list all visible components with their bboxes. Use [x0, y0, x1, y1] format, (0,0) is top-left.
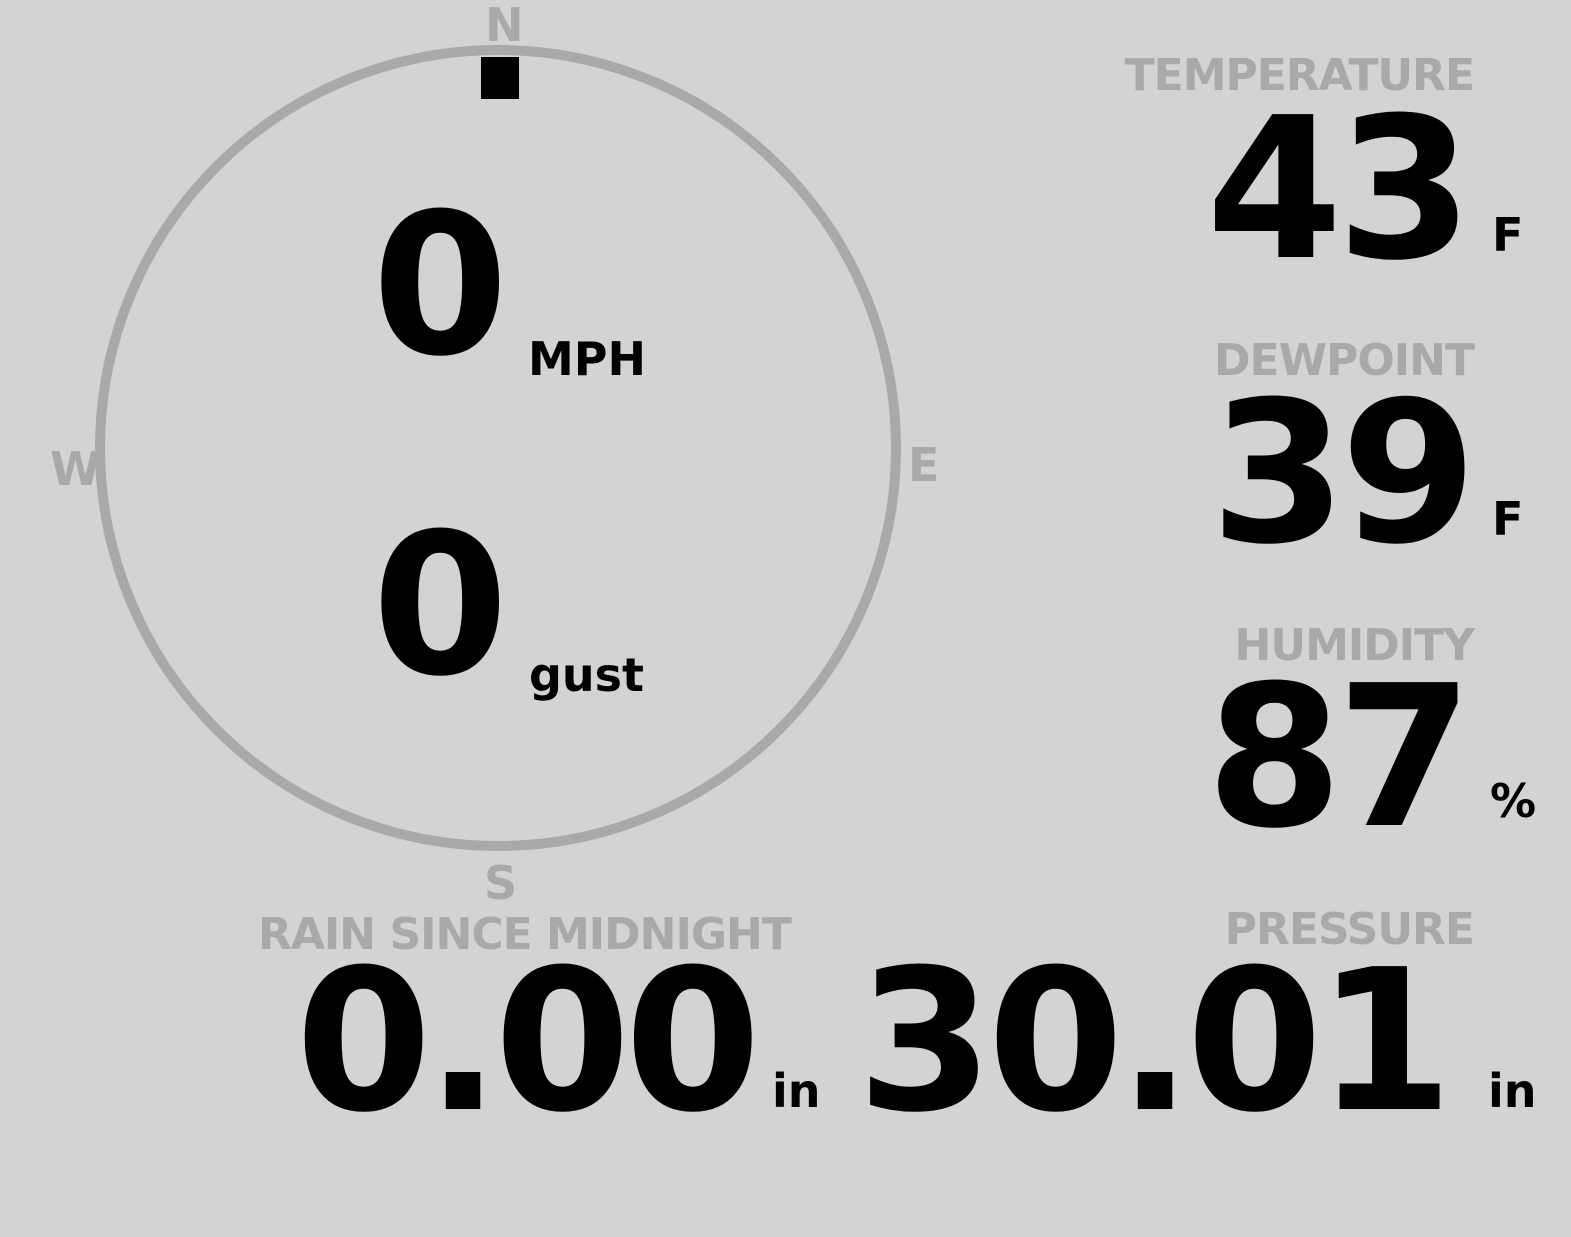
- compass-north-label: N: [485, 0, 524, 52]
- humidity-label: HUMIDITY: [1234, 620, 1475, 671]
- dewpoint-unit: F: [1492, 492, 1524, 546]
- rain-value: 0.00: [295, 928, 761, 1156]
- compass-south-label: S: [484, 856, 518, 910]
- wind-gust-unit: gust: [529, 648, 645, 702]
- wind-compass: [95, 45, 901, 851]
- rain-label: RAIN SINCE MIDNIGHT: [258, 909, 792, 960]
- humidity-unit: %: [1490, 774, 1537, 828]
- temperature-unit: F: [1492, 208, 1524, 262]
- pressure-value: 30.01: [857, 928, 1453, 1156]
- humidity-value: 87: [1206, 644, 1473, 872]
- compass-west-label: W: [50, 442, 101, 496]
- wind-speed-value: 0: [372, 172, 508, 400]
- wind-speed-unit: MPH: [528, 332, 646, 386]
- compass-ring: [95, 45, 901, 851]
- pressure-label: PRESSURE: [1224, 904, 1475, 955]
- pressure-unit: in: [1488, 1064, 1537, 1118]
- wind-gust-value: 0: [372, 492, 508, 720]
- rain-unit: in: [772, 1064, 821, 1118]
- wind-direction-marker: [481, 57, 519, 99]
- dewpoint-value: 39: [1210, 360, 1477, 588]
- temperature-label: TEMPERATURE: [1124, 50, 1475, 101]
- temperature-value: 43: [1206, 76, 1473, 304]
- dewpoint-label: DEWPOINT: [1214, 335, 1475, 386]
- compass-east-label: E: [908, 438, 940, 492]
